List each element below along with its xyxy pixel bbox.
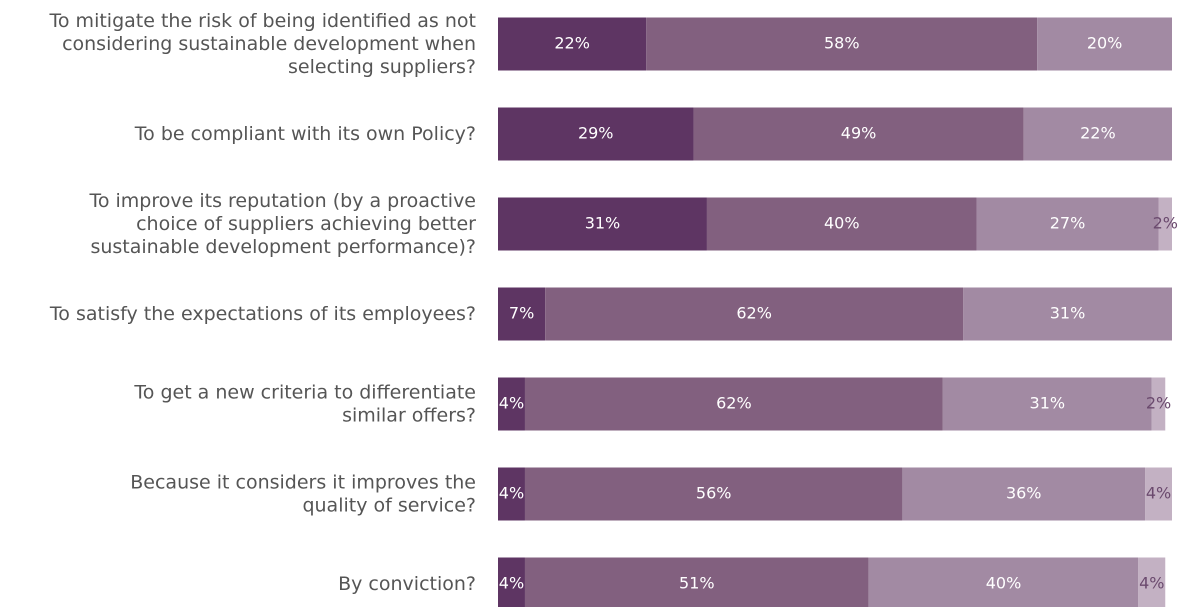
value-label: 62%: [736, 304, 772, 323]
category-label: By conviction?: [338, 573, 476, 595]
bar-segment: [524, 557, 869, 607]
value-label: 4%: [499, 484, 524, 503]
bar-segment: [976, 197, 1159, 251]
bar-segment: [868, 557, 1139, 607]
category-label: To be compliant with its own Policy?: [134, 123, 476, 145]
bar-segment: [706, 197, 977, 251]
category-label: To get a new criteria to differentiate si…: [133, 381, 476, 426]
bar-segment: [524, 377, 943, 431]
bar-segment: [942, 377, 1152, 431]
bar-segment: [902, 467, 1146, 521]
category-label: Because it considers it improves the qual…: [130, 471, 476, 516]
bar-segment: [498, 377, 525, 431]
bar-segment: [498, 107, 694, 161]
value-label: 56%: [696, 484, 732, 503]
category-label: To mitigate the risk of being identified…: [49, 10, 476, 78]
value-label: 31%: [1030, 394, 1066, 413]
value-label: 58%: [824, 34, 860, 53]
value-label: 31%: [585, 214, 621, 233]
value-label: 40%: [824, 214, 860, 233]
value-label: 20%: [1087, 34, 1123, 53]
bar-segment: [524, 467, 903, 521]
value-label: 40%: [986, 574, 1022, 593]
bar-segment: [1151, 377, 1166, 431]
bar-segment: [498, 17, 647, 71]
bar-segment: [963, 287, 1172, 341]
value-label: 7%: [509, 304, 534, 323]
value-label: 62%: [716, 394, 752, 413]
value-label: 31%: [1050, 304, 1086, 323]
bar-segment: [498, 467, 525, 521]
category-label: To satisfy the expectations of its emplo…: [49, 303, 476, 325]
category-label: To improve its reputation (by a proactiv…: [88, 190, 476, 258]
value-label: 4%: [1146, 484, 1171, 503]
value-label: 22%: [554, 34, 590, 53]
value-label: 29%: [578, 124, 614, 143]
bar-segment: [498, 287, 546, 341]
value-label: 4%: [499, 394, 524, 413]
value-label: 2%: [1153, 214, 1178, 233]
value-label: 2%: [1146, 394, 1171, 413]
bar-segment: [498, 197, 707, 251]
bar-segment: [693, 107, 1024, 161]
bar-segment: [646, 17, 1038, 71]
bar-segment: [1138, 557, 1166, 607]
value-label: 4%: [499, 574, 524, 593]
value-label: 36%: [1006, 484, 1042, 503]
value-label: 49%: [841, 124, 877, 143]
value-label: 4%: [1139, 574, 1164, 593]
bar-segment: [545, 287, 964, 341]
value-label: 22%: [1080, 124, 1116, 143]
bar-segment: [1023, 107, 1172, 161]
bar-segment: [1158, 197, 1172, 251]
bar-segment: [1037, 17, 1172, 71]
bar-segment: [1145, 467, 1172, 521]
value-label: 27%: [1050, 214, 1086, 233]
value-label: 51%: [679, 574, 715, 593]
bar-segment: [498, 557, 525, 607]
